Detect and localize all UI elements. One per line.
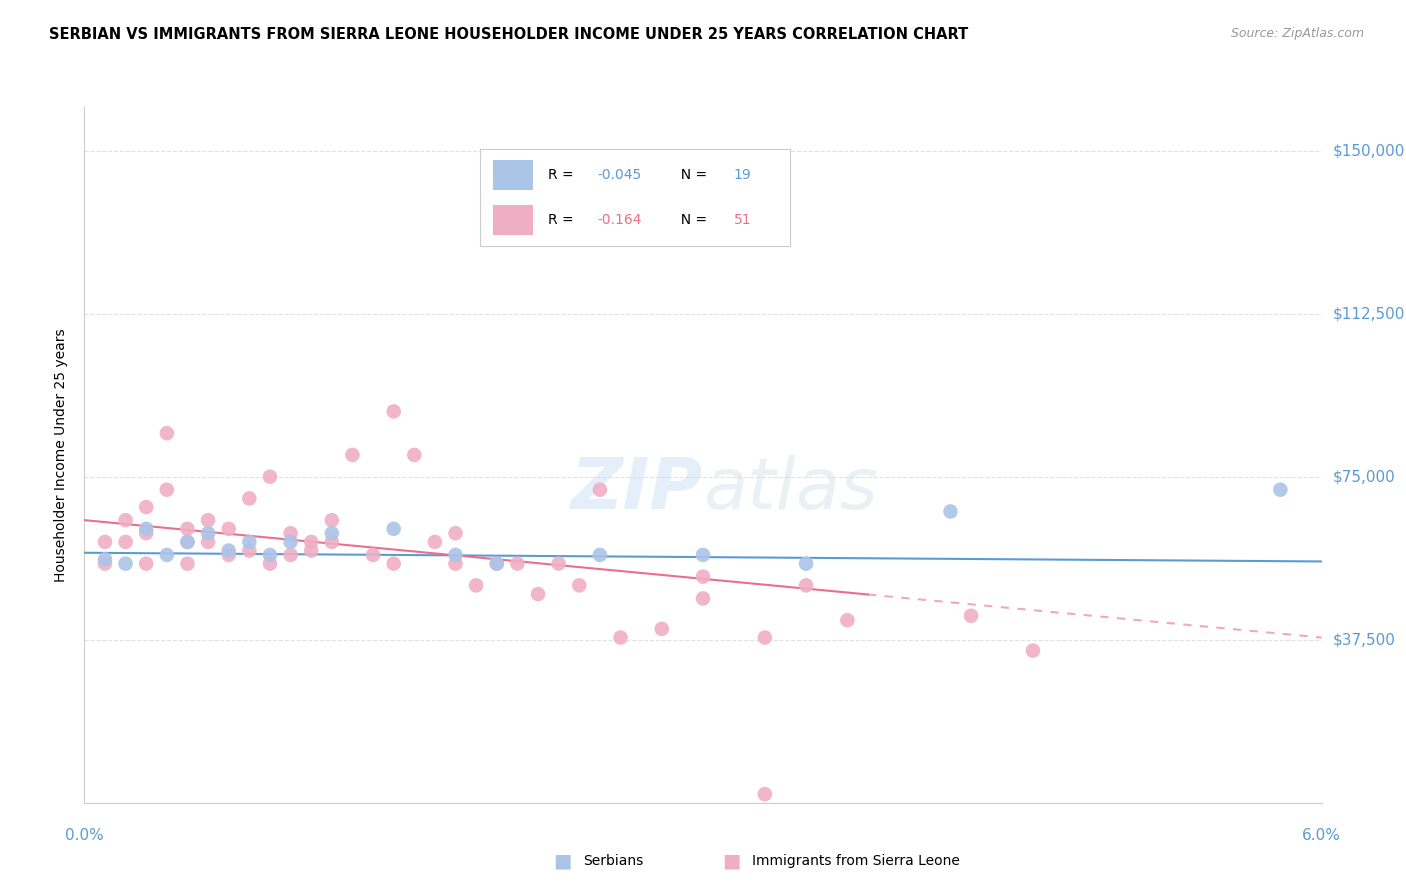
- Point: [321, 526, 343, 541]
- Point: [754, 787, 776, 801]
- Point: [114, 557, 136, 571]
- Y-axis label: Householder Income Under 25 years: Householder Income Under 25 years: [55, 328, 69, 582]
- Point: [485, 557, 508, 571]
- Text: 6.0%: 6.0%: [1302, 828, 1341, 843]
- Point: [280, 548, 302, 562]
- Point: [94, 552, 117, 566]
- Point: [361, 548, 384, 562]
- Point: [218, 543, 240, 558]
- Point: [1022, 643, 1045, 657]
- Point: [444, 557, 467, 571]
- Point: [197, 535, 219, 549]
- Text: N =: N =: [672, 168, 711, 182]
- Point: [589, 548, 612, 562]
- Point: [321, 535, 343, 549]
- Bar: [492, 205, 533, 235]
- Text: $37,500: $37,500: [1333, 632, 1396, 648]
- Text: 0.0%: 0.0%: [65, 828, 104, 843]
- Point: [382, 522, 405, 536]
- Text: N =: N =: [672, 213, 711, 227]
- Point: [444, 526, 467, 541]
- Point: [692, 591, 714, 606]
- Point: [404, 448, 426, 462]
- Point: [135, 526, 157, 541]
- Point: [568, 578, 591, 592]
- Text: $112,500: $112,500: [1333, 306, 1405, 321]
- Point: [444, 548, 467, 562]
- Point: [94, 557, 117, 571]
- Text: Source: ZipAtlas.com: Source: ZipAtlas.com: [1230, 27, 1364, 40]
- Point: [176, 535, 198, 549]
- Point: [259, 557, 281, 571]
- Text: $75,000: $75,000: [1333, 469, 1396, 484]
- Text: R =: R =: [548, 168, 578, 182]
- Point: [754, 631, 776, 645]
- Point: [280, 526, 302, 541]
- Text: R =: R =: [548, 213, 578, 227]
- Text: Immigrants from Sierra Leone: Immigrants from Sierra Leone: [752, 854, 960, 868]
- Point: [114, 513, 136, 527]
- Text: Serbians: Serbians: [583, 854, 644, 868]
- Point: [238, 491, 260, 506]
- Point: [197, 513, 219, 527]
- Point: [299, 543, 322, 558]
- Point: [1270, 483, 1292, 497]
- Text: $150,000: $150,000: [1333, 143, 1405, 158]
- Point: [176, 535, 198, 549]
- Point: [218, 548, 240, 562]
- Point: [299, 535, 322, 549]
- Point: [135, 500, 157, 514]
- Point: [280, 535, 302, 549]
- Text: ■: ■: [721, 851, 741, 871]
- Point: [960, 608, 983, 623]
- Point: [465, 578, 488, 592]
- Point: [547, 557, 569, 571]
- Point: [176, 522, 198, 536]
- Text: ■: ■: [553, 851, 572, 871]
- Point: [238, 543, 260, 558]
- Point: [692, 548, 714, 562]
- Point: [939, 504, 962, 518]
- Point: [218, 522, 240, 536]
- Point: [692, 570, 714, 584]
- Point: [382, 557, 405, 571]
- Point: [609, 631, 631, 645]
- Point: [794, 578, 817, 592]
- Point: [156, 483, 179, 497]
- Text: 51: 51: [734, 213, 752, 227]
- Point: [321, 513, 343, 527]
- Point: [589, 483, 612, 497]
- Point: [423, 535, 446, 549]
- Text: ZIP: ZIP: [571, 455, 703, 524]
- Point: [156, 426, 179, 441]
- Point: [651, 622, 673, 636]
- Point: [94, 535, 117, 549]
- Point: [342, 448, 364, 462]
- Point: [837, 613, 859, 627]
- Point: [794, 557, 817, 571]
- Point: [114, 535, 136, 549]
- Point: [382, 404, 405, 418]
- Point: [176, 557, 198, 571]
- Point: [135, 522, 157, 536]
- Point: [259, 548, 281, 562]
- Point: [238, 535, 260, 549]
- Text: atlas: atlas: [703, 455, 877, 524]
- Bar: [492, 161, 533, 190]
- Point: [527, 587, 550, 601]
- Text: -0.164: -0.164: [598, 213, 643, 227]
- Text: SERBIAN VS IMMIGRANTS FROM SIERRA LEONE HOUSEHOLDER INCOME UNDER 25 YEARS CORREL: SERBIAN VS IMMIGRANTS FROM SIERRA LEONE …: [49, 27, 969, 42]
- Text: -0.045: -0.045: [598, 168, 643, 182]
- Point: [259, 469, 281, 483]
- Point: [485, 557, 508, 571]
- Point: [156, 548, 179, 562]
- Point: [197, 526, 219, 541]
- Point: [135, 557, 157, 571]
- Text: 19: 19: [734, 168, 752, 182]
- Point: [506, 557, 529, 571]
